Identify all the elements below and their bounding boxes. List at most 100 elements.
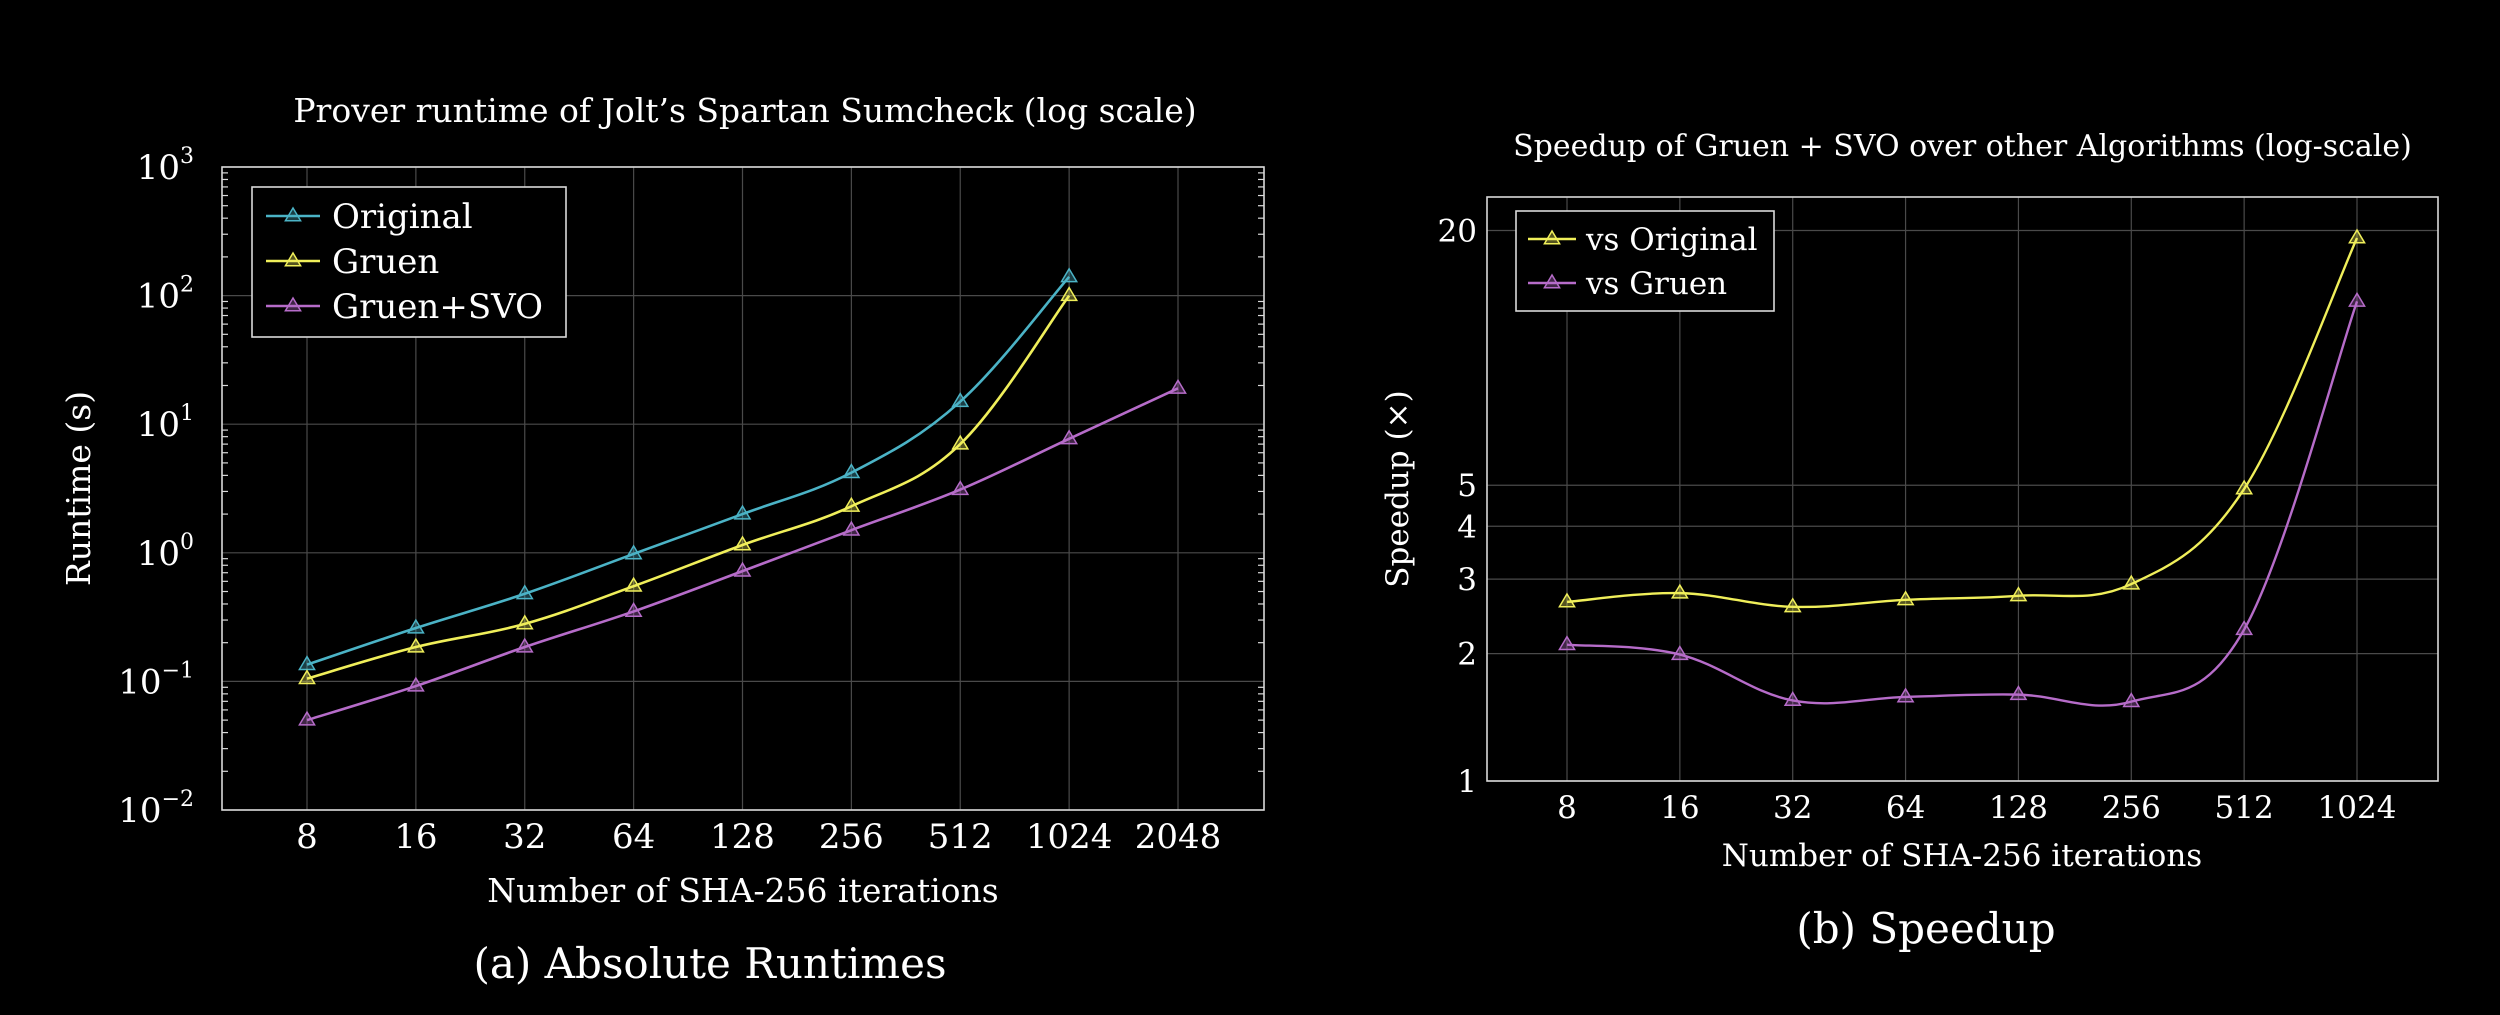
y-tick-label: 101 <box>137 401 194 445</box>
data-point <box>1670 583 1689 599</box>
data-point <box>2009 685 2028 701</box>
caption-b: (b) Speedup <box>1796 904 2055 953</box>
y-tick-base: 10 <box>137 277 180 317</box>
y-tick-base: 10 <box>137 534 180 574</box>
data-point <box>2122 692 2141 708</box>
y-tick-label: 10−2 <box>118 787 194 831</box>
y-tick-label: 2 <box>1457 637 1477 673</box>
data-point <box>624 544 643 560</box>
legend-label: Gruen <box>332 242 439 282</box>
data-point <box>1060 286 1079 302</box>
data-point <box>2348 291 2366 307</box>
data-point <box>515 614 534 630</box>
data-point <box>515 584 534 600</box>
data-point <box>1060 267 1079 283</box>
y-tick-exponent: 2 <box>180 273 194 298</box>
series-line-gruen-svo <box>306 387 1179 722</box>
data-point <box>1896 590 1915 606</box>
data-point <box>406 637 425 653</box>
y-tick-base: 10 <box>137 405 180 445</box>
y-tick-label: 3 <box>1457 562 1477 598</box>
caption-a: (a) Absolute Runtimes <box>473 939 946 988</box>
plot-area-right <box>1486 196 2439 782</box>
y-tick-label: 10−1 <box>118 658 194 702</box>
y-tick-exponent: 3 <box>180 144 194 169</box>
legend-label: Original <box>332 197 473 237</box>
x-axis-label: Number of SHA-256 iterations <box>487 871 998 910</box>
y-tick-exponent: −2 <box>162 787 194 812</box>
data-point <box>2009 586 2028 602</box>
legend-marker <box>284 251 302 267</box>
series-line-original <box>306 275 1071 666</box>
x-tick-label: 16 <box>394 817 437 857</box>
data-point <box>951 480 970 496</box>
data-point <box>624 576 643 592</box>
y-axis-label: Runtime (s) <box>59 391 98 586</box>
series-line-vs-original <box>1566 237 2359 609</box>
chart-title: Prover runtime of Jolt’s Spartan Sumchec… <box>293 91 1196 130</box>
legend-marker <box>1543 273 1561 289</box>
x-tick-label: 8 <box>296 817 318 857</box>
plot-area-left <box>221 166 1265 811</box>
legend-marker <box>284 206 302 222</box>
y-tick-label: 1 <box>1457 764 1477 800</box>
x-tick-label: 512 <box>2215 790 2274 826</box>
x-tick-label: 64 <box>1886 790 1925 826</box>
series-line-vs-gruen <box>1566 300 2359 707</box>
chart-right: Speedup of Gruen + SVO over other Algori… <box>1380 129 2439 953</box>
data-point <box>2122 574 2141 590</box>
data-point <box>624 601 643 617</box>
y-tick-label: 5 <box>1457 468 1477 504</box>
y-tick-base: 10 <box>118 662 161 702</box>
y-tick-exponent: 0 <box>180 530 194 555</box>
legend-label: Gruen+SVO <box>332 287 543 327</box>
x-tick-label: 128 <box>1989 790 2048 826</box>
data-point <box>1783 597 1802 613</box>
x-tick-label: 1024 <box>2318 790 2397 826</box>
x-tick-label: 512 <box>928 817 993 857</box>
x-tick-label: 256 <box>819 817 884 857</box>
chart-title: Speedup of Gruen + SVO over other Algori… <box>1513 129 2412 164</box>
y-tick-label: 103 <box>137 144 194 188</box>
data-point <box>951 392 970 408</box>
y-tick-exponent: −1 <box>162 658 194 683</box>
y-tick-label: 4 <box>1457 509 1477 545</box>
data-point <box>2235 620 2254 636</box>
y-tick-label: 20 <box>1438 214 1477 250</box>
data-point <box>1169 378 1187 394</box>
data-point <box>1558 592 1576 608</box>
data-point <box>1060 429 1079 445</box>
data-point <box>733 535 752 551</box>
x-axis-label: Number of SHA-256 iterations <box>1722 838 2202 874</box>
x-tick-label: 256 <box>2102 790 2161 826</box>
data-point <box>842 496 861 512</box>
data-point <box>515 637 534 653</box>
legend-label: vs Original <box>1585 222 1758 258</box>
y-tick-base: 10 <box>137 148 180 188</box>
y-axis-label: Speedup (×) <box>1380 390 1416 587</box>
y-tick-base: 10 <box>118 791 161 831</box>
data-point <box>298 710 316 726</box>
y-tick-exponent: 1 <box>180 401 194 426</box>
data-point <box>733 504 752 520</box>
legend-label: vs Gruen <box>1585 266 1727 302</box>
data-point <box>842 520 861 536</box>
y-tick-label: 100 <box>137 530 194 574</box>
y-tick-label: 102 <box>137 273 194 317</box>
x-tick-label: 2048 <box>1135 817 1222 857</box>
legend-marker <box>284 296 302 312</box>
data-point <box>1670 645 1689 661</box>
data-point <box>2235 479 2254 495</box>
x-tick-label: 16 <box>1660 790 1699 826</box>
x-tick-label: 8 <box>1557 790 1577 826</box>
data-point <box>842 463 861 479</box>
chart-left: Prover runtime of Jolt’s Spartan Sumchec… <box>59 91 1265 988</box>
data-point <box>2348 228 2366 244</box>
x-tick-label: 64 <box>612 817 655 857</box>
data-point <box>1558 635 1576 651</box>
x-tick-label: 1024 <box>1026 817 1113 857</box>
legend-right <box>1515 210 1775 312</box>
x-tick-label: 32 <box>1773 790 1812 826</box>
